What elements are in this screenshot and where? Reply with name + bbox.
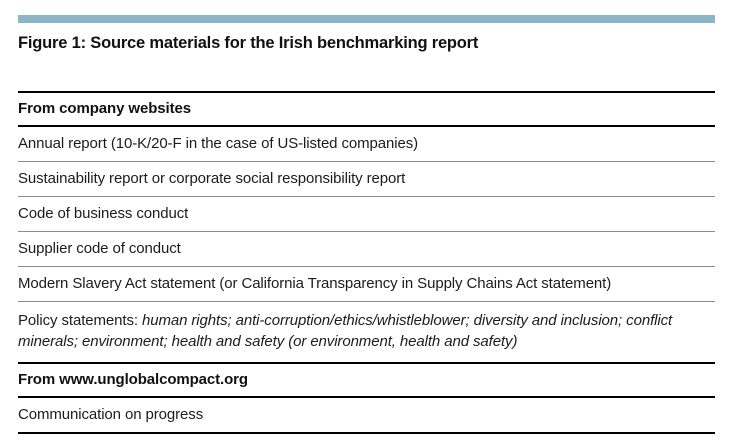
table-row-annual-report: Annual report (10-K/20-F in the case of … bbox=[18, 127, 715, 162]
table-row-policy-statements: Policy statements: human rights; anti-co… bbox=[18, 302, 715, 364]
table-row-modern-slavery-act: Modern Slavery Act statement (or Califor… bbox=[18, 267, 715, 302]
policy-statements-prefix: Policy statements: bbox=[18, 312, 142, 329]
accent-bar bbox=[18, 15, 715, 23]
figure-title: Figure 1: Source materials for the Irish… bbox=[18, 34, 479, 52]
table-row-communication-on-progress: Communication on progress bbox=[18, 398, 715, 434]
table-row-sustainability-report: Sustainability report or corporate socia… bbox=[18, 162, 715, 197]
policy-statements-italic-list: human rights; anti-corruption/ethics/whi… bbox=[18, 312, 673, 350]
section-header-unglobalcompact: From www.unglobalcompact.org bbox=[18, 364, 715, 398]
table-row-code-of-business-conduct: Code of business conduct bbox=[18, 197, 715, 232]
table-row-supplier-code-of-conduct: Supplier code of conduct bbox=[18, 232, 715, 267]
section-header-company-websites: From company websites bbox=[18, 93, 715, 127]
source-materials-table: From company websites Annual report (10-… bbox=[18, 91, 715, 434]
